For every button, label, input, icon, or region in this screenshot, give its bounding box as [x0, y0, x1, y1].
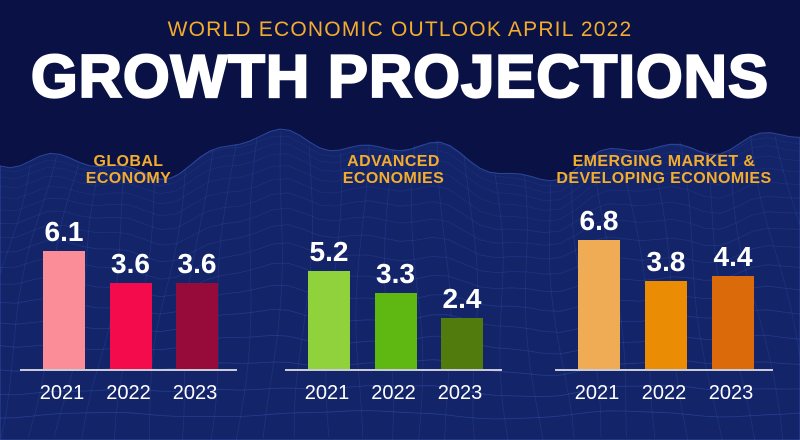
year-label-2021: 2021 [304, 382, 350, 404]
page-title: GROWTH PROJECTIONS [30, 42, 770, 110]
bar-cell-emde-2023: 4.4 [712, 242, 754, 369]
bar-cell-advanced-2023: 2.4 [441, 284, 483, 369]
value-label: 4.4 [713, 241, 753, 272]
bars-area: 6.1 3.6 3.6 [20, 217, 237, 369]
group-title-line2: DEVELOPING ECONOMIES [556, 170, 772, 187]
chart-group-global-economy: GLOBAL ECONOMY 6.1 3.6 3.6 2021 2022 202… [20, 150, 237, 440]
bars-area: 5.2 3.3 2.4 [285, 237, 502, 369]
bar-cell-emde-2021: 6.8 [578, 206, 620, 369]
bar-rect-global-2023 [176, 283, 218, 369]
year-label-2023: 2023 [437, 382, 483, 404]
year-labels: 2021 2022 2023 [555, 383, 773, 403]
axis-baseline [20, 369, 237, 371]
bar-rect-global-2021 [43, 251, 85, 369]
group-title-line1: EMERGING MARKET & [572, 153, 756, 170]
value-label: 3.3 [376, 258, 415, 289]
chart-group-advanced-economies: ADVANCED ECONOMIES 5.2 3.3 2.4 2021 2022… [285, 150, 502, 440]
value-label: 5.2 [309, 236, 349, 267]
year-label-2021: 2021 [39, 382, 85, 404]
value-label: 3.8 [646, 246, 686, 277]
axis-baseline [555, 369, 773, 371]
bar-cell-advanced-2022: 3.3 [374, 258, 417, 369]
bar-cell-global-2021: 6.1 [43, 217, 85, 369]
year-label-2023: 2023 [172, 382, 218, 404]
bar-cell-global-2023: 3.6 [176, 249, 218, 369]
group-title-line2: ECONOMIES [342, 170, 445, 187]
year-label-2022: 2022 [641, 382, 687, 404]
value-label: 6.1 [44, 216, 84, 247]
group-title: EMERGING MARKET & DEVELOPING ECONOMIES [556, 153, 771, 187]
group-title: ADVANCED ECONOMIES [343, 153, 444, 187]
bar-rect-emde-2021 [578, 240, 620, 369]
value-label: 6.8 [579, 205, 619, 236]
axis-baseline [285, 369, 502, 371]
bar-rect-emde-2023 [712, 276, 754, 369]
bar-cell-global-2022: 3.6 [109, 248, 152, 369]
year-label-2022: 2022 [106, 382, 151, 404]
value-label: 3.6 [177, 248, 217, 279]
bars-area: 6.8 3.8 4.4 [555, 206, 773, 369]
value-label: 3.6 [111, 248, 150, 279]
bar-rect-emde-2022 [645, 281, 687, 369]
year-label-2021: 2021 [574, 382, 620, 404]
bar-cell-emde-2022: 3.8 [645, 247, 687, 369]
bar-rect-advanced-2021 [308, 271, 350, 369]
chart-group-emerging-developing-economies: EMERGING MARKET & DEVELOPING ECONOMIES 6… [555, 150, 773, 440]
group-title: GLOBAL ECONOMY [86, 153, 171, 187]
report-kicker: WORLD ECONOMIC OUTLOOK APRIL 2022 [167, 18, 633, 41]
year-labels: 2021 2022 2023 [285, 383, 502, 403]
bar-cell-advanced-2021: 5.2 [308, 237, 350, 369]
group-title-line1: ADVANCED [347, 153, 440, 170]
bar-rect-advanced-2023 [441, 318, 483, 369]
year-label-2022: 2022 [371, 382, 416, 404]
bar-rect-global-2022 [109, 283, 152, 369]
group-title-line2: ECONOMY [85, 170, 172, 187]
year-label-2023: 2023 [708, 382, 754, 404]
group-title-line1: GLOBAL [93, 153, 164, 170]
bar-rect-advanced-2022 [374, 293, 417, 369]
year-labels: 2021 2022 2023 [20, 383, 237, 403]
value-label: 2.4 [442, 283, 482, 314]
